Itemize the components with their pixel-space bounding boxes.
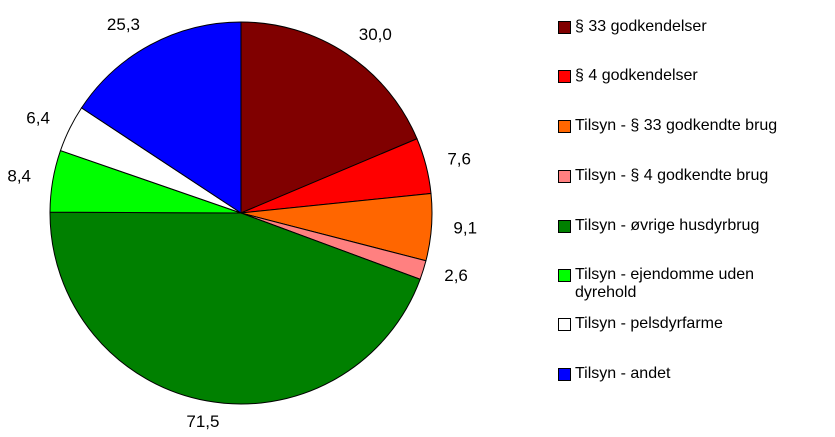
data-label: 2,6 [444, 266, 468, 285]
data-label: 8,4 [7, 167, 31, 186]
legend-swatch [558, 21, 571, 34]
legend-item: Tilsyn - ejendomme uden dyrehold [558, 266, 835, 302]
legend-label: Tilsyn - øvrige husdyrbrug [575, 217, 760, 234]
legend-item: Tilsyn - § 4 godkendte brug [558, 167, 835, 185]
data-label: 30,0 [359, 25, 392, 44]
pie-slice [80, 21, 242, 214]
legend-label: Tilsyn - ejendomme uden dyrehold [575, 266, 755, 301]
legend-item: Tilsyn - øvrige husdyrbrug [558, 217, 835, 235]
data-label: 9,1 [453, 218, 477, 237]
data-label: 25,3 [107, 15, 140, 34]
legend-label: Tilsyn - § 33 godkendte brug [575, 117, 778, 134]
legend-swatch [558, 70, 571, 83]
legend-swatch [558, 269, 571, 282]
legend-item: Tilsyn - andet [558, 365, 835, 383]
legend-label: Tilsyn - § 4 godkendte brug [575, 167, 769, 184]
legend-label: § 33 godkendelser [575, 18, 707, 35]
legend-label: § 4 godkendelser [575, 67, 698, 84]
pie-slice [240, 21, 418, 214]
legend-item: Tilsyn - § 33 godkendte brug [558, 117, 835, 135]
data-label: 6,4 [26, 108, 50, 127]
pie-slice [49, 211, 421, 405]
legend-swatch [558, 170, 571, 183]
legend-swatch [558, 220, 571, 233]
legend-swatch [558, 318, 571, 331]
data-label: 7,6 [447, 150, 471, 169]
chart: 30,0 7,6 9,1 2,6 71,5 8,4 6,4 25,3 [7, 15, 477, 431]
legend-item: Tilsyn - pelsdyrfarme [558, 315, 835, 333]
legend-item: § 33 godkendelser [558, 18, 835, 36]
legend-item: § 4 godkendelser [558, 67, 835, 85]
legend-label: Tilsyn - andet [575, 365, 671, 382]
data-label: 71,5 [186, 412, 219, 431]
legend-swatch [558, 368, 571, 381]
legend-label: Tilsyn - pelsdyrfarme [575, 315, 723, 332]
legend-swatch [558, 120, 571, 133]
